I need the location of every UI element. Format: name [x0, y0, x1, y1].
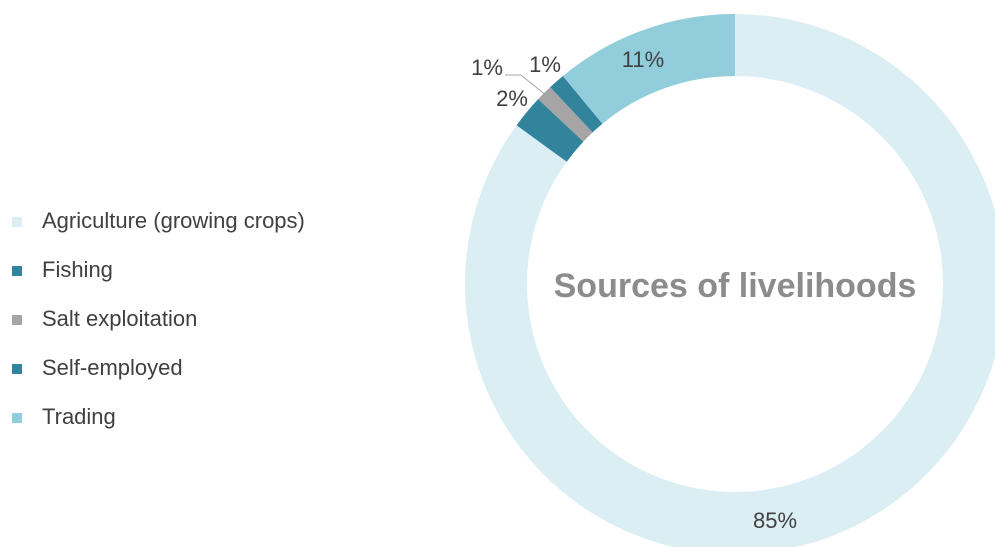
value-label: 2%	[496, 86, 528, 111]
value-label: 11%	[622, 47, 664, 72]
legend-swatch	[12, 217, 22, 227]
legend-text: Self-employed	[42, 355, 183, 380]
legend-text: Fishing	[42, 257, 113, 282]
legend-swatch	[12, 364, 22, 374]
leader-line	[505, 74, 548, 97]
donut-slice	[562, 14, 735, 124]
chart-title: Sources of livelihoods	[554, 267, 917, 305]
legend-swatch	[12, 315, 22, 325]
donut-slice	[550, 75, 603, 133]
legend-text: Salt exploitation	[42, 306, 197, 331]
value-label: 1%	[529, 52, 561, 77]
legend-swatch	[12, 413, 22, 423]
legend-text: Agriculture (growing crops)	[42, 208, 305, 233]
donut-slice	[516, 99, 584, 162]
legend-text: Trading	[42, 404, 116, 429]
legend-swatch	[12, 266, 22, 276]
value-label: 85%	[753, 508, 797, 533]
value-label: 1%	[471, 55, 503, 80]
donut-slice	[538, 87, 593, 142]
